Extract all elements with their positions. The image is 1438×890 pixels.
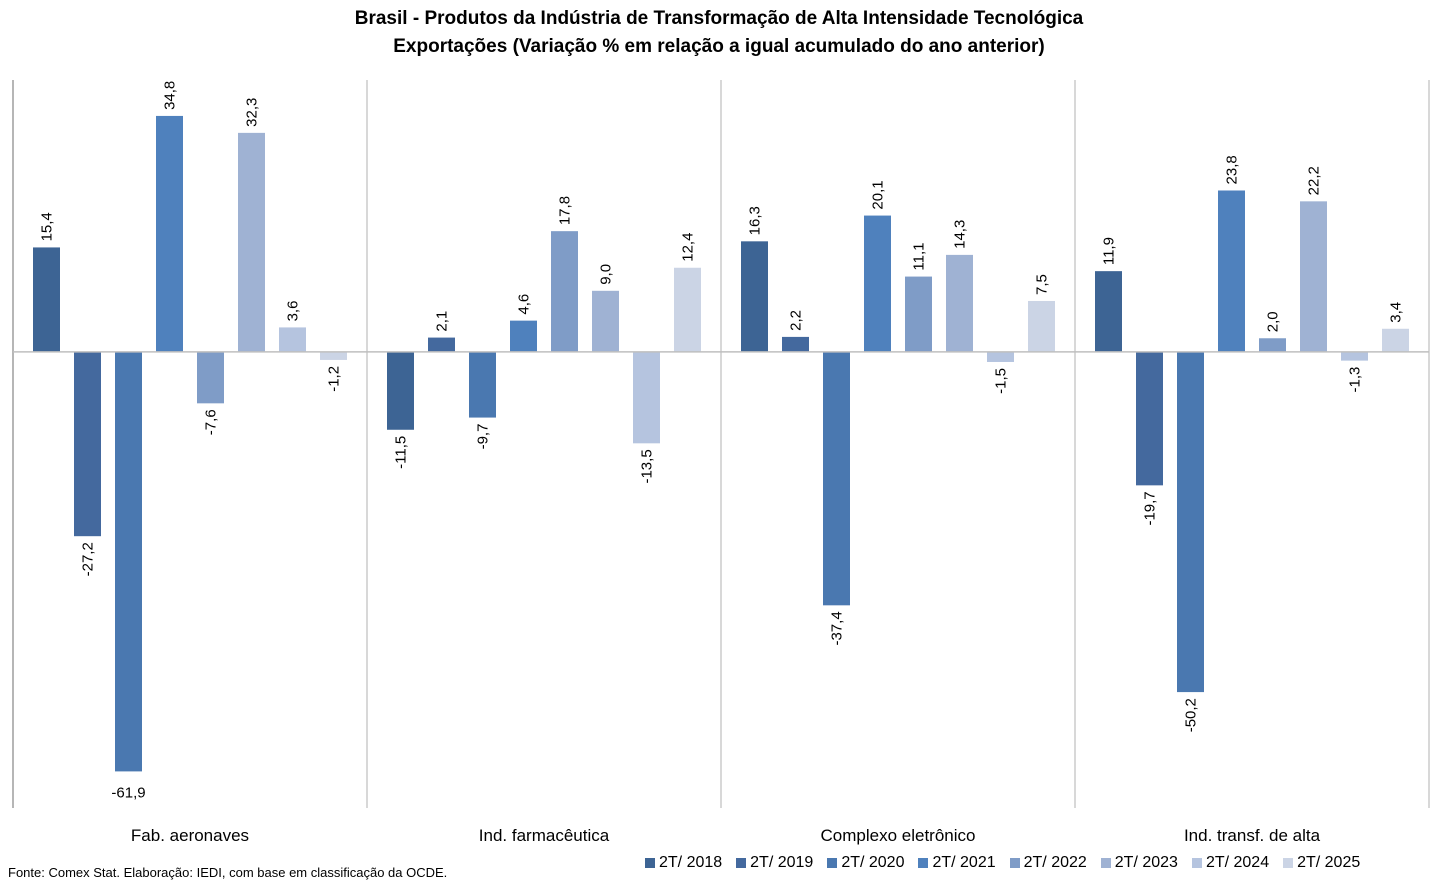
legend-label: 2T/ 2021	[932, 854, 996, 871]
legend-label: 2T/ 2025	[1297, 854, 1361, 871]
bar	[320, 351, 347, 360]
legend-item: 2T/ 2025	[1283, 854, 1360, 872]
legend-item: 2T/ 2019	[736, 854, 813, 872]
data-label: -19,7	[1142, 491, 1159, 525]
legend-swatch	[1283, 858, 1294, 868]
legend-label: 2T/ 2018	[659, 854, 723, 871]
legend-item: 2T/ 2023	[1100, 854, 1178, 872]
bar	[633, 351, 660, 444]
data-label: 2,1	[434, 311, 451, 332]
data-label: 12,4	[680, 233, 697, 262]
data-label: 20,1	[870, 180, 887, 209]
legend-swatch	[645, 858, 655, 868]
legend-item: 2T/ 2024	[1191, 854, 1270, 872]
data-label: 14,3	[952, 220, 969, 249]
category-label: Complexo eletrônico	[821, 826, 976, 845]
bar	[674, 267, 701, 352]
legend-swatch	[918, 858, 929, 868]
bar	[74, 351, 101, 537]
data-label: 11,9	[1101, 237, 1118, 265]
category-label: Fab. aeronaves	[131, 826, 249, 845]
data-label: 17,8	[557, 196, 574, 225]
bar	[782, 336, 809, 352]
legend-label: 2T/ 2024	[1205, 854, 1270, 871]
data-label: 2,0	[1265, 311, 1282, 332]
data-label: 23,8	[1224, 155, 1241, 184]
data-label: 2,2	[788, 310, 805, 331]
legend-swatch	[736, 858, 747, 868]
bar	[864, 215, 891, 352]
bar	[387, 351, 414, 430]
data-label: -7,6	[203, 409, 220, 435]
bar	[1028, 300, 1055, 352]
legend-swatch	[1191, 858, 1202, 868]
bar	[279, 327, 306, 352]
data-label: -50,2	[1183, 698, 1200, 732]
data-label: -9,7	[475, 424, 492, 450]
category-label: Ind. transf. de alta	[1184, 826, 1321, 845]
bar	[197, 351, 224, 404]
legend-label: 2T/ 2020	[841, 854, 905, 871]
bar	[33, 247, 60, 352]
bar	[1218, 190, 1245, 352]
legend-label: 2T/ 2019	[750, 854, 814, 871]
data-label: -1,2	[326, 366, 343, 392]
bar	[551, 231, 578, 352]
bar	[592, 290, 619, 352]
data-label: -61,9	[111, 784, 145, 801]
bar	[1177, 351, 1204, 693]
bar	[1136, 351, 1163, 486]
chart-subtitle: Exportações (Variação % em relação a igu…	[393, 36, 1045, 57]
legend-swatch	[827, 858, 838, 868]
bar	[1259, 338, 1286, 352]
data-label: 9,0	[598, 264, 615, 285]
data-label: 3,4	[1388, 302, 1405, 323]
bar	[156, 115, 183, 352]
data-label: -1,3	[1347, 367, 1364, 393]
legend-swatch	[1009, 858, 1020, 868]
bar	[1095, 271, 1122, 352]
data-label: 34,8	[162, 81, 179, 110]
bar	[1300, 201, 1327, 352]
bar	[946, 254, 973, 352]
bar	[1341, 351, 1368, 361]
data-label: -13,5	[639, 449, 656, 483]
bar	[987, 351, 1014, 362]
bar	[1382, 328, 1409, 352]
bar	[905, 276, 932, 352]
data-label: 22,2	[1306, 166, 1323, 195]
data-label: 32,3	[244, 98, 261, 127]
bar	[238, 132, 265, 352]
bar	[510, 320, 537, 352]
bar	[428, 337, 455, 352]
data-label: 15,4	[39, 212, 56, 241]
chart-title: Brasil - Produtos da Indústria de Transf…	[354, 8, 1084, 29]
data-label: 3,6	[285, 301, 302, 322]
bar	[469, 351, 496, 418]
data-label: 16,3	[747, 206, 764, 235]
legend-label: 2T/ 2023	[1114, 854, 1178, 871]
data-label: 7,5	[1034, 274, 1051, 295]
data-label: -27,2	[80, 542, 97, 576]
legend-swatch	[1100, 858, 1111, 868]
bar	[823, 351, 850, 606]
legend-item: 2T/ 2020	[827, 854, 904, 872]
category-label: Ind. farmacêutica	[479, 826, 610, 845]
legend: 2T/ 2018 2T/ 2019 2T/ 2020 2T/ 2021 2T/ 2022…	[645, 854, 1374, 872]
source-note: Fonte: Comex Stat. Elaboração: IEDI, com…	[8, 865, 448, 880]
legend-item: 2T/ 2021	[918, 854, 996, 872]
legend-item: 2T/ 2022	[1009, 854, 1087, 872]
data-label: 11,1	[911, 242, 928, 270]
legend-label: 2T/ 2022	[1023, 854, 1087, 871]
data-label: 4,6	[516, 294, 533, 315]
data-label: -11,5	[393, 436, 410, 469]
bar	[115, 351, 142, 772]
data-label: -1,5	[993, 368, 1010, 394]
legend-item: 2T/ 2018	[645, 854, 722, 872]
data-label: -37,4	[829, 611, 846, 645]
bar	[741, 241, 768, 352]
